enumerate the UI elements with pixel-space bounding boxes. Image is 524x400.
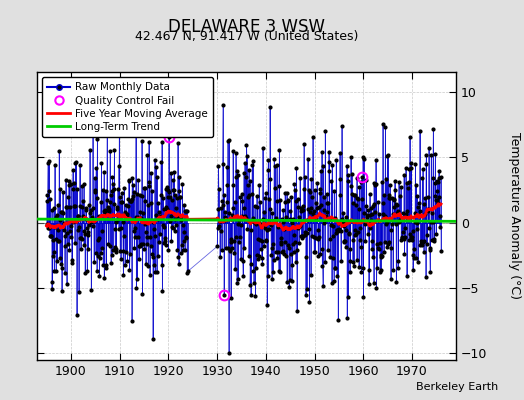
Legend: Raw Monthly Data, Quality Control Fail, Five Year Moving Average, Long-Term Tren: Raw Monthly Data, Quality Control Fail, … (42, 77, 213, 137)
Text: DELAWARE 3 WSW: DELAWARE 3 WSW (168, 18, 325, 36)
Text: 42.467 N, 91.417 W (United States): 42.467 N, 91.417 W (United States) (135, 30, 358, 43)
Y-axis label: Temperature Anomaly (°C): Temperature Anomaly (°C) (508, 132, 521, 300)
Text: Berkeley Earth: Berkeley Earth (416, 382, 498, 392)
